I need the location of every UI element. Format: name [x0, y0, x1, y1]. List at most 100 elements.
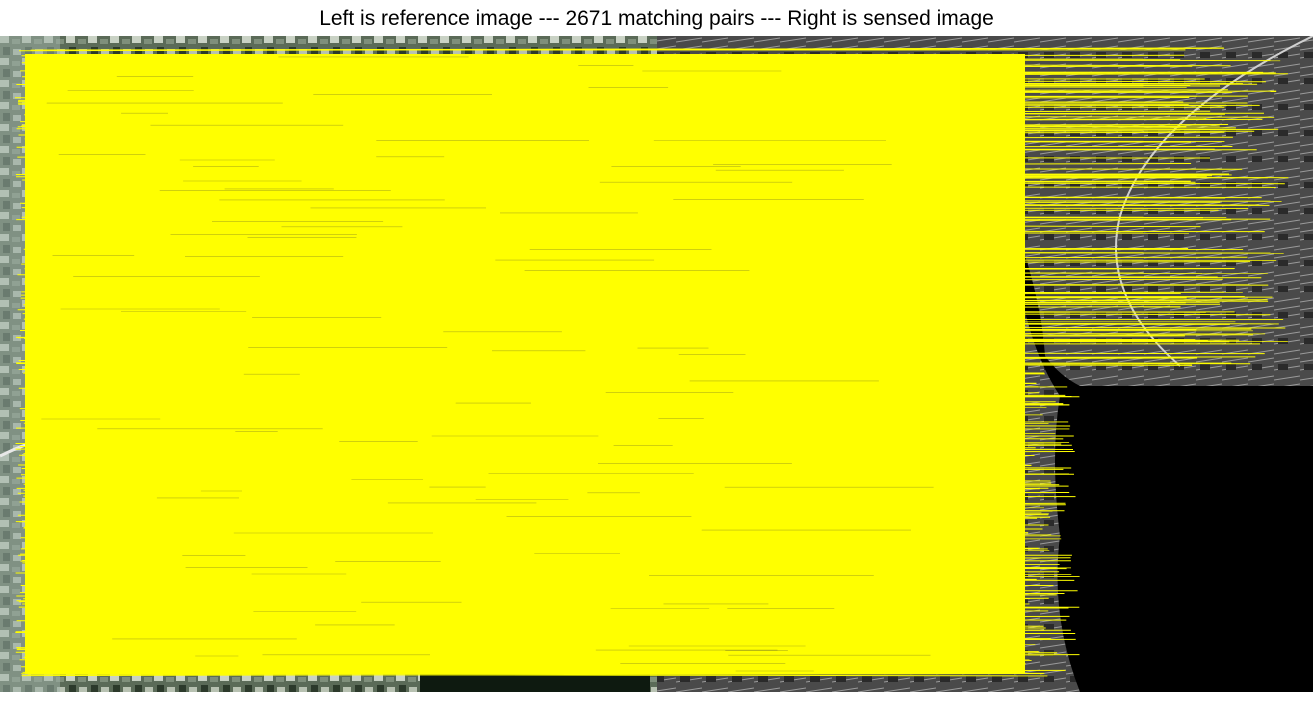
match-line [35, 615, 1070, 619]
match-line [39, 564, 1057, 569]
match-line [18, 606, 1004, 610]
match-line [34, 73, 1288, 76]
match-line [31, 420, 1049, 424]
match-line [20, 292, 1181, 296]
match-line [42, 621, 1018, 624]
match-line [25, 417, 1014, 419]
match-line [19, 601, 1030, 605]
match-line [23, 495, 1016, 499]
match-line [31, 533, 1061, 537]
match-line [32, 215, 1227, 218]
match-line [33, 472, 1022, 476]
match-line [42, 361, 1251, 365]
match-line [41, 638, 1076, 642]
match-line [24, 366, 993, 368]
match-line [15, 447, 1036, 450]
match-line [28, 561, 1060, 565]
match-line [33, 465, 1012, 468]
match-line [20, 70, 1264, 73]
match-line [27, 455, 1035, 457]
match-line [17, 335, 1185, 339]
match-line [36, 571, 1060, 576]
match-line [27, 657, 1019, 661]
match-line [27, 529, 1005, 533]
match-line [37, 494, 1076, 498]
match-line [34, 89, 1228, 93]
match-line [27, 297, 1187, 300]
match-line [24, 512, 1049, 516]
match-line [14, 95, 1248, 99]
match-line [36, 437, 997, 442]
match-line [43, 483, 1069, 487]
match-line [35, 608, 1049, 612]
match-line [19, 201, 1221, 204]
match-line [37, 537, 1024, 541]
match-line [34, 515, 1019, 519]
match-line [24, 574, 996, 577]
match-line [36, 625, 1046, 629]
match-line [43, 411, 1011, 416]
match-line [23, 422, 1071, 427]
match-line [30, 399, 1023, 403]
match-line [19, 592, 1065, 594]
match-line [28, 351, 1265, 355]
match-line [44, 557, 1041, 559]
match-line [39, 181, 1285, 185]
match-line [38, 489, 1010, 493]
match-line [32, 397, 982, 401]
match-line [30, 505, 1045, 509]
match-line [15, 629, 1071, 633]
match-line [21, 62, 1231, 67]
match-line [42, 129, 1255, 132]
match-line [31, 523, 1049, 526]
match-line [27, 659, 1030, 664]
match-line [39, 388, 1024, 391]
match-line [16, 218, 1271, 221]
match-line [20, 537, 1062, 540]
match-line [30, 163, 1192, 167]
match-line [30, 256, 1248, 260]
match-line [44, 274, 1262, 279]
match-line [18, 369, 1002, 371]
match-line [27, 230, 1265, 233]
match-line [22, 203, 1259, 206]
match-line [30, 194, 1262, 199]
match-line [31, 649, 1039, 652]
match-line [18, 386, 1039, 389]
match-line [34, 404, 1070, 408]
match-line [18, 131, 1225, 136]
match-line [23, 451, 1075, 455]
match-line [37, 468, 1064, 471]
match-line [26, 84, 1187, 88]
match-line [37, 328, 1252, 331]
match-line [26, 338, 1240, 341]
match-line [28, 82, 1243, 85]
match-line [35, 595, 1030, 600]
match-line [16, 647, 994, 651]
match-line [39, 524, 988, 527]
match-line [34, 575, 982, 579]
match-line [30, 401, 1056, 404]
sensed-image-water [1010, 216, 1313, 692]
match-line [21, 261, 1251, 265]
match-line [39, 339, 1288, 342]
match-line [20, 118, 1207, 123]
match-line [30, 594, 996, 597]
match-line [27, 392, 1040, 394]
match-line [28, 618, 1067, 621]
match-line [24, 114, 1275, 118]
match-line [20, 420, 1069, 423]
match-line [21, 666, 1006, 670]
match-line [40, 393, 1072, 397]
match-line [39, 614, 1014, 617]
match-line [27, 112, 1265, 115]
match-line [25, 185, 1276, 188]
match-line [23, 488, 1024, 491]
match-line [17, 492, 1070, 494]
match-line [42, 436, 1064, 440]
match-line [16, 477, 1051, 482]
match-line [23, 372, 1045, 375]
match-line [18, 97, 1190, 101]
match-line [16, 146, 1233, 148]
